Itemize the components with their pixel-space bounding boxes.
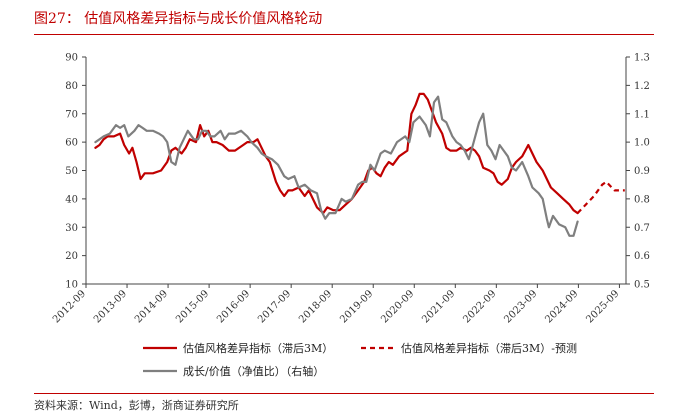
title-rule bbox=[34, 34, 654, 35]
y-right-tick-label: 1.3 bbox=[634, 53, 650, 64]
y-left-tick-label: 20 bbox=[65, 251, 78, 262]
y-right-tick-label: 0.8 bbox=[634, 194, 650, 205]
y-right-tick-label: 0.7 bbox=[634, 223, 650, 234]
legend-label-1: 估值风格差异指标（滞后3M） bbox=[183, 341, 333, 355]
y-left-tick-label: 10 bbox=[65, 280, 78, 291]
y-right-tick-label: 0.5 bbox=[634, 280, 650, 291]
x-tick-label: 2019-09 bbox=[338, 288, 375, 325]
y-left-tick-label: 60 bbox=[65, 138, 78, 149]
y-left-tick-label: 50 bbox=[65, 166, 78, 177]
x-tick-label: 2013-09 bbox=[92, 288, 129, 325]
y-right-tick-label: 0.9 bbox=[634, 166, 650, 177]
y-right-tick-label: 1.1 bbox=[634, 109, 650, 120]
x-tick-label: 2014-09 bbox=[133, 288, 170, 325]
x-tick-label: 2025-09 bbox=[584, 288, 621, 325]
y-left-tick-label: 40 bbox=[65, 194, 78, 205]
legend-label-3: 成长/价值（净值比）（右轴） bbox=[183, 364, 324, 378]
y-right-tick-label: 0.6 bbox=[634, 251, 650, 262]
chart-title: 图27： 估值风格差异指标与成长价值风格轮动 bbox=[34, 11, 323, 27]
x-tick-label: 2018-09 bbox=[297, 288, 334, 325]
series-line-3 bbox=[94, 95, 579, 237]
series-line-1 bbox=[94, 92, 579, 215]
source-note: 资料来源：Wind，彭博，浙商证券研究所 bbox=[34, 399, 239, 412]
y-right-tick-label: 1.2 bbox=[634, 81, 650, 92]
chart-series bbox=[94, 92, 625, 237]
x-tick-label: 2024-09 bbox=[543, 288, 580, 325]
y-left-tick-label: 80 bbox=[65, 81, 78, 92]
footer-rule bbox=[34, 393, 654, 394]
x-tick-label: 2020-09 bbox=[379, 288, 416, 325]
x-tick-label: 2016-09 bbox=[215, 288, 252, 325]
x-tick-label: 2022-09 bbox=[461, 288, 498, 325]
y-left-tick-label: 70 bbox=[65, 109, 78, 120]
x-tick-label: 2023-09 bbox=[502, 288, 539, 325]
x-tick-label: 2015-09 bbox=[174, 288, 211, 325]
chart-legend: 估值风格差异指标（滞后3M） 估值风格差异指标（滞后3M）-预测成长/价值（净值比… bbox=[143, 341, 577, 378]
legend-label-2: 估值风格差异指标（滞后3M）-预测 bbox=[401, 341, 577, 355]
series-line-2 bbox=[576, 180, 625, 214]
x-tick-label: 2017-09 bbox=[256, 288, 293, 325]
y-right-tick-label: 1.0 bbox=[634, 138, 650, 149]
chart-axes: 10 20 30 40 50 60 70 80 90 0.5 0.6 0.7 0.8 0.9 1.0 1.1 1… bbox=[51, 53, 650, 326]
y-left-tick-label: 90 bbox=[65, 53, 78, 64]
y-left-tick-label: 30 bbox=[65, 223, 78, 234]
x-tick-label: 2012-09 bbox=[51, 288, 88, 325]
x-tick-label: 2021-09 bbox=[420, 288, 457, 325]
